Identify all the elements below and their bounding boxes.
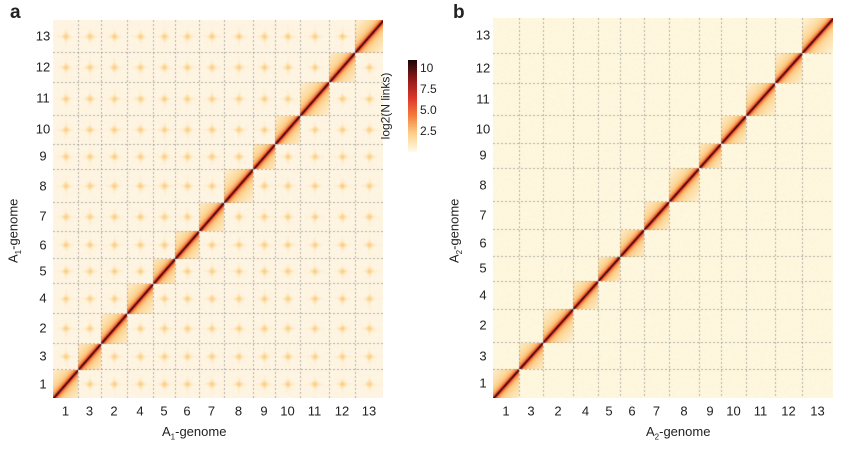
y-tick-label: 1 bbox=[39, 376, 46, 391]
x-tick-label: 6 bbox=[183, 404, 190, 419]
x-tick-label: 1 bbox=[502, 404, 509, 419]
x-tick-label: 7 bbox=[208, 404, 215, 419]
x-tick-label: 6 bbox=[628, 404, 635, 419]
y-tick-label: 2 bbox=[39, 321, 46, 336]
colorbar-tick-label: 7.5 bbox=[420, 82, 437, 96]
y-tick-label: 6 bbox=[39, 237, 46, 252]
y-tick-label: 13 bbox=[476, 28, 490, 43]
x-tick-label: 11 bbox=[308, 404, 322, 419]
y-tick-label: 8 bbox=[479, 177, 486, 192]
y-tick-label: 3 bbox=[479, 348, 486, 363]
y-tick-label: 10 bbox=[36, 122, 50, 137]
colorbar-tick-label: 5.0 bbox=[420, 103, 437, 117]
y-tick-label: 12 bbox=[476, 60, 490, 75]
x-tick-label: 12 bbox=[335, 404, 349, 419]
heatmap-a bbox=[53, 20, 383, 398]
x-tick-label: 8 bbox=[680, 404, 687, 419]
y-tick-label: 3 bbox=[39, 349, 46, 364]
y-tick-label: 13 bbox=[36, 29, 50, 44]
x-tick-label: 7 bbox=[653, 404, 660, 419]
x-tick-label: 12 bbox=[781, 404, 795, 419]
colorbar-tick-label: 10 bbox=[420, 61, 433, 75]
x-tick-label: 2 bbox=[110, 404, 117, 419]
x-tick-label: 1 bbox=[62, 404, 69, 419]
y-axis-title-a: A1-genome bbox=[5, 199, 23, 263]
y-tick-label: 8 bbox=[39, 178, 46, 193]
panel-label-a: a bbox=[10, 2, 21, 24]
x-tick-label: 5 bbox=[160, 404, 167, 419]
x-tick-label: 10 bbox=[280, 404, 294, 419]
colorbar bbox=[408, 60, 417, 152]
x-tick-label: 8 bbox=[235, 404, 242, 419]
x-tick-label: 11 bbox=[754, 404, 768, 419]
y-tick-label: 7 bbox=[479, 208, 486, 223]
y-tick-label: 12 bbox=[36, 59, 50, 74]
y-tick-label: 5 bbox=[479, 261, 486, 276]
x-tick-label: 3 bbox=[86, 404, 93, 419]
y-tick-label: 11 bbox=[476, 92, 490, 107]
y-tick-label: 10 bbox=[476, 122, 490, 137]
x-tick-label: 2 bbox=[554, 404, 561, 419]
x-tick-label: 13 bbox=[810, 404, 824, 419]
y-tick-label: 1 bbox=[479, 376, 486, 391]
heatmap-b bbox=[493, 18, 833, 398]
x-tick-label: 10 bbox=[726, 404, 740, 419]
colorbar-tick-label: 2.5 bbox=[420, 124, 437, 138]
y-tick-label: 5 bbox=[39, 263, 46, 278]
panel-label-b: b bbox=[453, 2, 465, 24]
x-tick-label: 5 bbox=[605, 404, 612, 419]
y-tick-label: 9 bbox=[39, 149, 46, 164]
y-axis-title-b: A2-genome bbox=[446, 199, 464, 263]
x-tick-label: 13 bbox=[362, 404, 376, 419]
y-tick-label: 7 bbox=[39, 209, 46, 224]
x-axis-title-b: A2-genome bbox=[646, 424, 710, 442]
x-tick-label: 4 bbox=[136, 404, 143, 419]
x-axis-title-a: A1-genome bbox=[162, 424, 226, 442]
y-tick-label: 9 bbox=[479, 148, 486, 163]
x-tick-label: 9 bbox=[260, 404, 267, 419]
y-tick-label: 2 bbox=[479, 318, 486, 333]
x-tick-label: 9 bbox=[706, 404, 713, 419]
y-tick-label: 11 bbox=[36, 91, 50, 106]
x-tick-label: 3 bbox=[527, 404, 534, 419]
x-tick-label: 4 bbox=[582, 404, 589, 419]
colorbar-title: log2(N links) bbox=[378, 73, 392, 140]
y-tick-label: 4 bbox=[39, 291, 46, 306]
y-tick-label: 4 bbox=[479, 287, 486, 302]
y-tick-label: 6 bbox=[479, 235, 486, 250]
